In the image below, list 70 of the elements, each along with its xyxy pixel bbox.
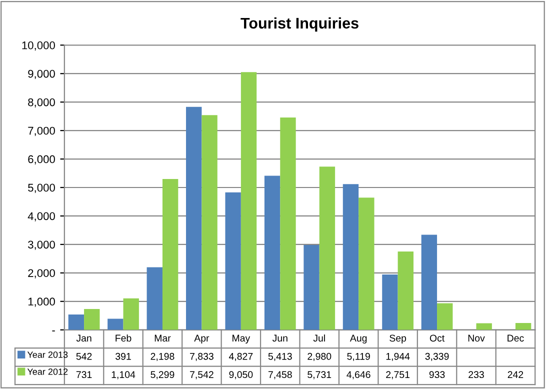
y-tick-label: 9,000 bbox=[28, 70, 55, 80]
x-tick-label: Feb bbox=[116, 334, 132, 342]
y-tick-label: 5,000 bbox=[28, 184, 55, 193]
data-label: 731 bbox=[76, 371, 92, 378]
y-tick-label: - bbox=[52, 330, 55, 332]
chart-title: Tourist Inquiries bbox=[240, 17, 358, 32]
x-tick-label: Jan bbox=[76, 334, 92, 342]
data-label: 4,827 bbox=[228, 352, 253, 361]
data-label: 1,944 bbox=[386, 352, 410, 361]
data-label: 5,413 bbox=[268, 352, 292, 361]
bar bbox=[202, 115, 218, 330]
x-tick-label: Sep bbox=[390, 334, 406, 344]
data-label: 2,198 bbox=[150, 352, 174, 361]
data-label: 542 bbox=[76, 352, 92, 360]
data-label: 7,458 bbox=[268, 371, 292, 380]
bar bbox=[476, 323, 492, 330]
data-label: 3,339 bbox=[425, 352, 449, 361]
y-tick-label: 4,000 bbox=[28, 212, 55, 222]
bar bbox=[225, 192, 241, 330]
bar bbox=[84, 309, 100, 330]
x-tick-label: Oct bbox=[430, 334, 445, 342]
bar bbox=[240, 72, 257, 330]
bar bbox=[280, 118, 296, 330]
bar bbox=[186, 106, 202, 330]
data-label: 233 bbox=[468, 371, 484, 378]
data-label: 5,731 bbox=[308, 371, 332, 380]
data-label: 2,980 bbox=[308, 352, 332, 361]
x-tick-label: Nov bbox=[468, 334, 485, 342]
x-tick-label: Jul bbox=[313, 334, 325, 342]
y-tick-label: 6,000 bbox=[28, 155, 55, 164]
y-tick-label: 2,000 bbox=[28, 269, 55, 278]
y-tick-label: 3,000 bbox=[28, 240, 55, 250]
bar bbox=[264, 176, 280, 330]
bar bbox=[342, 184, 359, 330]
data-label: 9,050 bbox=[229, 371, 253, 380]
bar bbox=[162, 178, 178, 330]
data-label: 5,119 bbox=[347, 352, 370, 361]
bar bbox=[515, 322, 532, 330]
bar bbox=[319, 166, 336, 330]
bar bbox=[421, 234, 438, 330]
bar bbox=[68, 314, 84, 330]
x-tick-label: Aug bbox=[350, 334, 367, 344]
data-label: 7,542 bbox=[190, 371, 214, 380]
bar bbox=[146, 267, 162, 330]
x-tick-label: Jun bbox=[272, 334, 288, 342]
bar bbox=[382, 274, 398, 330]
bar bbox=[108, 318, 124, 330]
bar bbox=[358, 198, 374, 330]
x-tick-label: Mar bbox=[154, 334, 171, 342]
x-tick-label: May bbox=[232, 334, 250, 344]
y-tick-label: 1,000 bbox=[28, 298, 55, 307]
x-tick-label: Apr bbox=[194, 334, 210, 344]
bar bbox=[304, 245, 320, 330]
y-tick-label: 7,000 bbox=[28, 126, 55, 136]
legend-label: Year 2012 bbox=[27, 368, 68, 375]
data-label: 933 bbox=[429, 371, 445, 378]
data-label: 2,751 bbox=[386, 371, 410, 380]
y-tick-label: 8,000 bbox=[28, 98, 55, 108]
bar bbox=[123, 298, 139, 330]
bar bbox=[398, 252, 414, 330]
data-label: 5,299 bbox=[150, 371, 174, 380]
legend-label: Year 2013 bbox=[27, 351, 68, 358]
x-tick-label: Dec bbox=[508, 334, 524, 342]
data-label: 242 bbox=[508, 371, 524, 378]
bar bbox=[437, 303, 453, 330]
y-tick-label: 10,000 bbox=[22, 41, 55, 51]
data-label: 7,833 bbox=[190, 352, 214, 361]
data-label: 391 bbox=[116, 352, 131, 360]
data-label: 4,646 bbox=[346, 371, 370, 380]
data-label: 1,104 bbox=[112, 371, 136, 380]
